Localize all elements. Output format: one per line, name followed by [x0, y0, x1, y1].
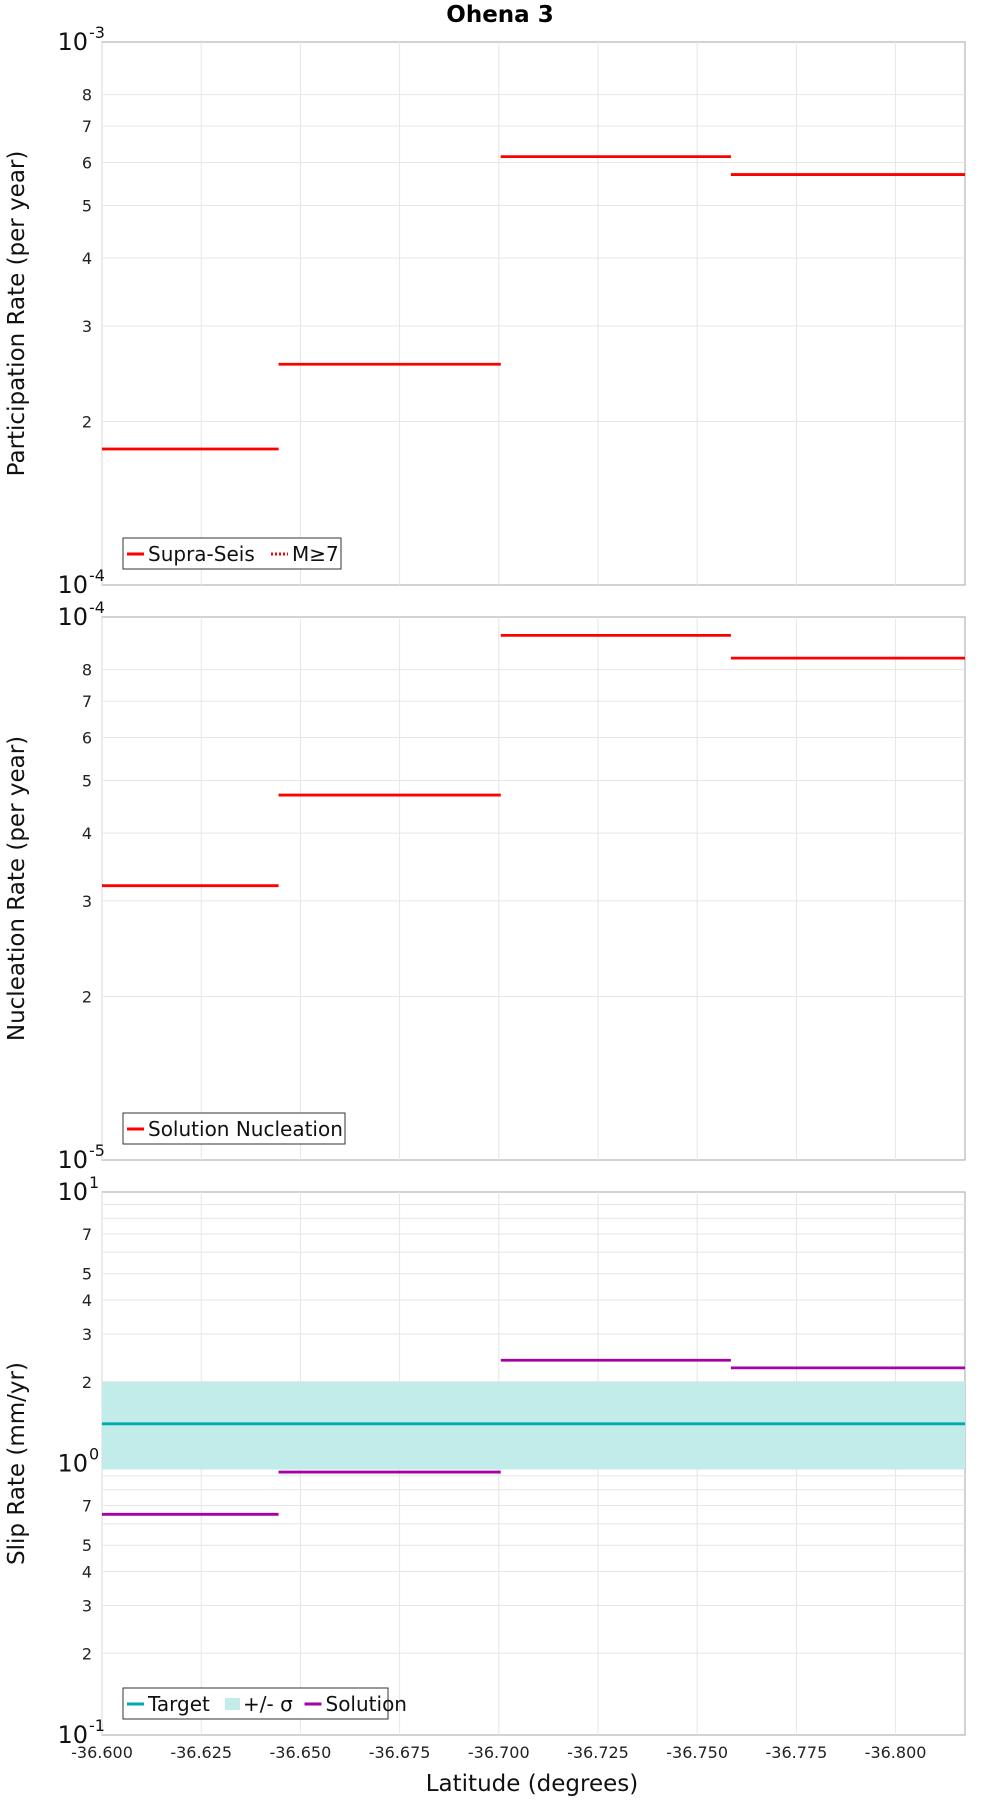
y-minor-tick-label-3-1-2: 3 — [82, 1596, 92, 1615]
y-major-tick-base-1-2: 10 — [57, 28, 88, 56]
y-major-tick-exp-3-1: -1 — [89, 1716, 105, 1735]
legend-box-1 — [122, 537, 342, 570]
y-minor-tick-label-1-3: 4 — [82, 249, 92, 268]
y-major-tick-base-3-1: 10 — [57, 1721, 88, 1749]
y-axis-label-3: Slip Rate (mm/yr) — [4, 1362, 30, 1565]
y-major-tick-exp-2-2: -4 — [89, 598, 105, 617]
y-minor-tick-label-3-1-1: 2 — [82, 1644, 92, 1663]
y-major-tick-exp-3-2: 0 — [89, 1445, 99, 1464]
y-minor-tick-label-2-7: 8 — [82, 661, 92, 680]
y-minor-tick-label-3-2-4: 5 — [82, 1265, 92, 1284]
y-major-tick-exp-3-3: 1 — [89, 1173, 99, 1192]
y-axis-label-2: Nucleation Rate (per year) — [4, 736, 30, 1041]
y-minor-tick-label-3-1-4: 5 — [82, 1536, 92, 1555]
x-tick-label-3: -36.650 — [270, 1743, 332, 1762]
x-tick-label-9: -36.800 — [865, 1743, 927, 1762]
y-minor-tick-label-1-6: 7 — [82, 117, 92, 136]
sigma-band — [102, 1381, 965, 1470]
y-minor-tick-label-1-2: 3 — [82, 317, 92, 336]
y-minor-tick-label-2-3: 4 — [82, 824, 92, 843]
legend-swatch-3-2 — [225, 1698, 240, 1710]
x-tick-label-5: -36.700 — [468, 1743, 530, 1762]
legend-label-2-1: Solution Nucleation — [148, 1117, 343, 1141]
legend-label-3-1: Target — [147, 1692, 210, 1716]
y-major-tick-base-2-1: 10 — [57, 1146, 88, 1174]
y-minor-tick-label-3-1-3: 4 — [82, 1563, 92, 1582]
legend-box-3 — [122, 1687, 389, 1720]
y-minor-tick-label-3-2-3: 4 — [82, 1291, 92, 1310]
y-major-tick-exp-1-2: -3 — [89, 23, 105, 42]
y-minor-tick-label-1-7: 8 — [82, 86, 92, 105]
x-tick-label-2: -36.625 — [170, 1743, 232, 1762]
plot-frame-1 — [101, 41, 966, 586]
legend-label-3-3: Solution — [326, 1692, 407, 1716]
y-axis-label-1: Participation Rate (per year) — [4, 151, 30, 477]
y-minor-tick-label-2-1: 2 — [82, 988, 92, 1007]
legend-label-1-1: Supra-Seis — [148, 542, 255, 566]
y-minor-tick-label-3-2-1: 2 — [82, 1373, 92, 1392]
x-tick-label-6: -36.725 — [567, 1743, 629, 1762]
y-minor-tick-label-2-6: 7 — [82, 692, 92, 711]
y-minor-tick-label-3-2-2: 3 — [82, 1325, 92, 1344]
y-minor-tick-label-1-4: 5 — [82, 196, 92, 215]
chart-title: Ohena 3 — [446, 2, 553, 28]
x-tick-label-4: -36.675 — [369, 1743, 431, 1762]
x-tick-label-8: -36.775 — [765, 1743, 827, 1762]
y-minor-tick-label-2-4: 5 — [82, 771, 92, 790]
x-axis-label: Latitude (degrees) — [426, 1771, 639, 1797]
plot-frame-2 — [101, 616, 966, 1161]
legend-box-2 — [122, 1112, 346, 1145]
y-major-tick-exp-1-1: -4 — [89, 566, 105, 585]
legend-label-1-2: M≥7 — [292, 542, 339, 566]
y-minor-tick-label-1-5: 6 — [82, 153, 92, 172]
y-minor-tick-label-2-5: 6 — [82, 728, 92, 747]
y-minor-tick-label-3-2-5: 7 — [82, 1225, 92, 1244]
y-major-tick-base-3-2: 10 — [57, 1450, 88, 1478]
legend-label-3-2: +/- σ — [243, 1692, 293, 1716]
y-minor-tick-label-3-1-5: 7 — [82, 1497, 92, 1516]
x-tick-label-1: -36.600 — [71, 1743, 133, 1762]
y-major-tick-base-3-3: 10 — [57, 1178, 88, 1206]
y-minor-tick-label-2-2: 3 — [82, 892, 92, 911]
y-minor-tick-label-1-1: 2 — [82, 413, 92, 432]
y-major-tick-base-1-1: 10 — [57, 571, 88, 599]
y-major-tick-exp-2-1: -5 — [89, 1141, 105, 1160]
y-major-tick-base-2-2: 10 — [57, 603, 88, 631]
x-tick-label-7: -36.750 — [666, 1743, 728, 1762]
